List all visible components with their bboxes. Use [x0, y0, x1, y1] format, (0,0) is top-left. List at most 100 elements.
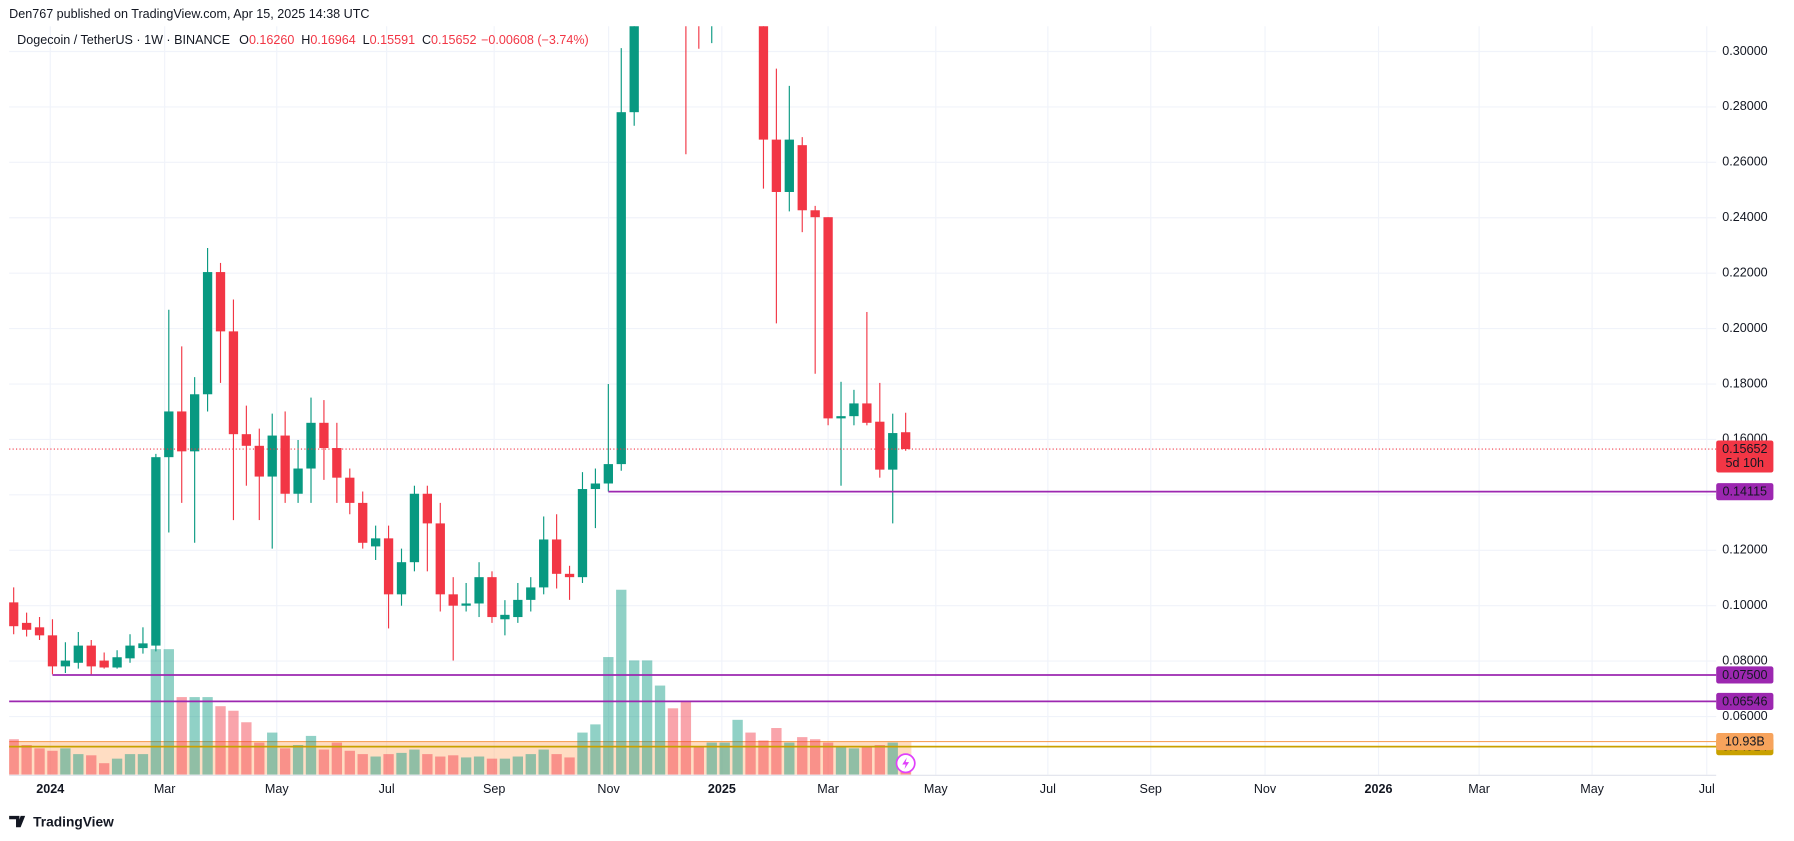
candle-body — [629, 26, 639, 113]
candle-body — [797, 145, 807, 211]
volume-bar — [331, 742, 343, 775]
logo: TradingView — [9, 814, 114, 829]
volume-bar — [189, 697, 200, 775]
x-tick-label: May — [265, 782, 289, 796]
volume-bar — [564, 757, 575, 775]
candle-body — [73, 645, 83, 663]
volume-bar — [667, 708, 679, 775]
x-tick-label: Nov — [1254, 782, 1277, 796]
volume-bar — [460, 757, 472, 775]
candle-body — [345, 477, 355, 503]
candle-body — [215, 272, 226, 332]
candle-body — [823, 217, 833, 419]
volume-bar — [861, 746, 873, 775]
candle-body — [590, 483, 601, 490]
price-tag-label: 0.06546 — [1722, 694, 1767, 708]
candle-body — [293, 468, 303, 494]
volume-bar — [473, 756, 485, 775]
ohlc-value: 0.15652 — [431, 33, 476, 47]
price-tag-label: 0.14115 — [1723, 485, 1768, 499]
candle-body — [500, 614, 510, 620]
candle-body — [849, 403, 859, 417]
x-tick-label: 2026 — [1365, 782, 1393, 796]
last-price-label: 0.15652 — [1722, 442, 1767, 456]
change: −0.00608 (−3.74%) — [481, 33, 589, 47]
volume-bar — [590, 724, 601, 775]
overlay: 0.30000 0.28000 0.26000 0.24000 0.22000 0.200… — [9, 44, 1774, 796]
countdown-label: 5d 10h — [1726, 456, 1764, 470]
volume-bar — [279, 748, 291, 775]
candle-body — [771, 139, 782, 192]
candle-body — [784, 139, 794, 192]
x-tick-label: 2024 — [36, 782, 64, 796]
candle-body — [34, 627, 45, 636]
volume-bar — [538, 749, 549, 775]
candle-body — [280, 435, 290, 494]
volume-bar — [111, 758, 123, 775]
candle-body — [228, 331, 239, 435]
candle-body — [112, 657, 122, 668]
volume-bar — [241, 722, 252, 775]
x-tick-label: Sep — [483, 782, 505, 796]
volume-bar — [318, 749, 330, 775]
volume-bar — [616, 589, 627, 775]
volume-bar — [486, 758, 498, 775]
x-tick-label: Jul — [1699, 782, 1715, 796]
volume-bar — [292, 745, 304, 775]
volume-bar — [603, 657, 614, 775]
y-tick-label: 0.28000 — [1722, 99, 1767, 113]
candle-body — [86, 645, 96, 667]
x-tick-label: Nov — [597, 782, 620, 796]
candle-body — [267, 435, 277, 477]
legend: Dogecoin / TetherUS · 1W · BINANCE O0.162… — [17, 33, 589, 47]
candle-body — [151, 457, 161, 646]
candle-body — [875, 421, 885, 470]
volume-bar — [21, 745, 32, 775]
y-tick-label: 0.20000 — [1722, 321, 1767, 335]
volume-bar — [47, 750, 58, 775]
candle-body — [125, 645, 135, 659]
candle-body — [332, 448, 342, 478]
volume-bar — [73, 754, 84, 775]
logo-icon — [9, 815, 26, 828]
candle-body — [513, 599, 523, 618]
volume-bar — [887, 742, 898, 775]
volume-bar — [254, 742, 265, 775]
candle-body — [461, 603, 471, 606]
volume-bar — [305, 735, 317, 775]
candle-body — [888, 433, 898, 470]
candle-body — [383, 538, 394, 595]
x-tick-label: Jul — [379, 782, 395, 796]
volume-bar — [784, 742, 795, 775]
candle-body — [836, 416, 846, 419]
volume-bar — [654, 685, 666, 775]
candle-body — [564, 573, 575, 578]
volume-bar — [641, 660, 653, 775]
publisher: Den767 published on TradingView.com, Apr… — [9, 7, 369, 21]
ohlc-value: 0.16964 — [310, 33, 355, 47]
volume-bar — [267, 732, 278, 775]
y-tick-label: 0.30000 — [1722, 44, 1767, 58]
volume-bar — [150, 649, 162, 775]
candle-body — [370, 538, 381, 547]
price-tag — [1716, 483, 1774, 501]
candle-body — [603, 464, 613, 484]
x-tick-label: Mar — [154, 782, 176, 796]
volume-bar — [228, 710, 239, 775]
x-tick-label: 2025 — [708, 782, 736, 796]
volume-bar — [835, 747, 847, 775]
volume-bar — [9, 739, 19, 775]
y-tick-label: 0.12000 — [1722, 543, 1767, 557]
x-tick-label: Mar — [1468, 782, 1490, 796]
volume-bar — [680, 701, 692, 775]
y-tick-label: 0.18000 — [1722, 376, 1767, 390]
symbol: Dogecoin / TetherUS · 1W · BINANCE — [17, 33, 230, 47]
candle-body — [577, 489, 588, 578]
volume-bar — [448, 755, 459, 775]
volume-bar — [771, 728, 782, 775]
last-price-tag — [1716, 440, 1774, 473]
candle-body — [99, 660, 109, 668]
candle-body — [487, 577, 497, 618]
volume-bar — [706, 742, 717, 775]
